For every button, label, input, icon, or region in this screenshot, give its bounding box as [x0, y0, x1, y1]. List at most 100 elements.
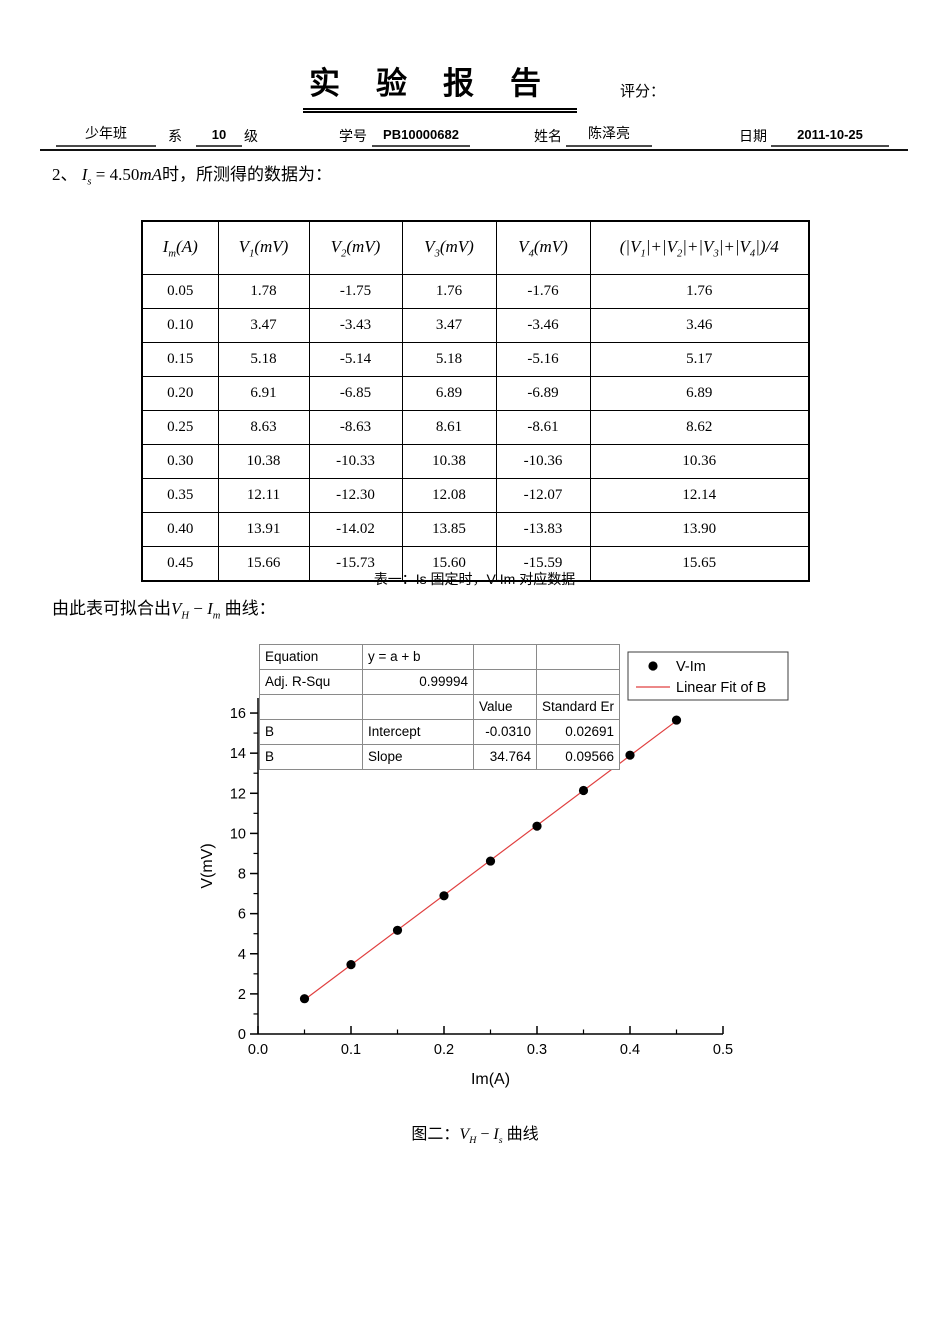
- table-cell: -8.61: [495, 410, 591, 445]
- math-part: m: [212, 610, 221, 622]
- table-row: 0.05 1.78 -1.75 1.76 -1.76 1.76: [141, 274, 810, 309]
- table-row: 0.15 5.18 -5.14 5.18 -5.16 5.17: [141, 342, 810, 377]
- table-cell: -10.33: [308, 444, 403, 479]
- y-tick-label: 14: [230, 746, 246, 762]
- math-part: V: [703, 236, 714, 256]
- legend-label-scatter: V-Im: [676, 659, 706, 675]
- table-cell: 6.91: [217, 376, 310, 411]
- math-part: I: [81, 165, 88, 184]
- inset-row: B Intercept -0.0310 0.02691: [259, 719, 621, 745]
- table-cell: 0.20: [141, 376, 219, 411]
- header-row: Im(A) V1(mV) V2(mV) V3(mV) V4(mV) (|V1|+…: [141, 220, 810, 275]
- class-field: 少年班: [56, 124, 156, 147]
- table-cell: 13.90: [589, 512, 810, 547]
- table-cell: -15.59: [495, 546, 591, 582]
- item-formula: Is = 4.50mA: [81, 165, 162, 187]
- student-id-field: PB10000682: [372, 124, 470, 147]
- vim-chart: 0.0 0.1 0.2 0.3 0.4 0.5 0 2 4 6 8 10 12 14 16 Im(A) V(mV…: [170, 634, 870, 1114]
- fit-stats-table: Equation y = a + b Adj. R-Squ 0.99994 Value S…: [259, 644, 621, 770]
- math-part: V: [666, 236, 677, 256]
- math-part: V: [238, 236, 250, 256]
- table-cell: 6.89: [589, 376, 810, 411]
- math-part: |+|: [645, 236, 667, 256]
- inset-cell: y = a + b: [362, 644, 474, 670]
- grade-field: 10: [196, 124, 242, 147]
- figure-caption: 图二：VH − Is 曲线: [0, 1120, 950, 1146]
- math-part: |+|: [718, 236, 740, 256]
- math-part: I: [162, 236, 169, 256]
- x-tick-label: 0.3: [527, 1042, 547, 1058]
- math-part: (mV): [346, 236, 381, 256]
- math-part: 4: [749, 248, 756, 260]
- measurement-table: Im(A) V1(mV) V2(mV) V3(mV) V4(mV) (|V1|+…: [141, 220, 810, 582]
- inset-cell: [473, 669, 537, 695]
- inset-cell: Adj. R-Squ: [259, 669, 363, 695]
- name-label: 姓名: [534, 130, 562, 145]
- data-point: [485, 856, 496, 866]
- math-part: V: [171, 599, 182, 618]
- y-tick-label: 6: [238, 907, 246, 923]
- table-cell: 5.18: [401, 342, 497, 377]
- table-cell: 10.38: [217, 444, 310, 479]
- data-point: [671, 715, 682, 725]
- math-part: −: [189, 599, 208, 618]
- col-header-im: Im(A): [141, 220, 219, 275]
- math-part: m: [168, 248, 177, 260]
- math-part: V: [739, 236, 750, 256]
- date-field: 2011-10-25: [771, 124, 889, 147]
- math-part: (mV): [439, 236, 474, 256]
- table-cell: 12.08: [401, 478, 497, 513]
- inset-cell: Standard Er: [535, 694, 621, 720]
- table-cell: -6.89: [495, 376, 591, 411]
- table-cell: 12.11: [217, 478, 310, 513]
- inset-cell: B: [259, 719, 363, 745]
- date-label: 日期: [739, 130, 767, 145]
- y-tick-label: 4: [238, 947, 246, 963]
- math-part: I: [493, 1126, 499, 1143]
- math-part: 3: [434, 248, 440, 260]
- table-row: 0.35 12.11 -12.30 12.08 -12.07 12.14: [141, 478, 810, 513]
- figure-caption-formula: VH − Is: [459, 1126, 502, 1146]
- chart-canvas: 0.0 0.1 0.2 0.3 0.4 0.5 0 2 4 6 8 10 12 14 16 Im(A) V(mV…: [199, 651, 789, 1088]
- table-cell: 3.47: [401, 308, 497, 343]
- inset-cell: [473, 644, 537, 670]
- table-cell: 0.30: [141, 444, 219, 479]
- math-part: (mV): [533, 236, 568, 256]
- data-point: [532, 821, 542, 831]
- dept-label: 系: [168, 130, 182, 145]
- math-part: (mV): [254, 236, 289, 256]
- math-part: 4: [528, 248, 534, 260]
- inset-cell: -0.0310: [473, 719, 537, 745]
- table-row: 0.20 6.91 -6.85 6.89 -6.89 6.89: [141, 376, 810, 411]
- info-row: 少年班 系 10 级 学号 PB10000682 姓名 陈泽亮 日期 2011-…: [0, 124, 950, 150]
- table-cell: 0.10: [141, 308, 219, 343]
- math-part: H: [181, 610, 189, 622]
- table-cell: 5.17: [589, 342, 810, 377]
- student-id-label: 学号: [339, 130, 367, 145]
- table-cell: -5.14: [308, 342, 403, 377]
- fit-intro-formula: VH − Im: [171, 599, 221, 622]
- table-cell: -14.02: [308, 512, 403, 547]
- x-tick-label: 0.4: [620, 1042, 640, 1058]
- table-cell: 13.91: [217, 512, 310, 547]
- y-tick-label: 8: [238, 867, 246, 883]
- table-cell: 0.15: [141, 342, 219, 377]
- math-part: (|: [619, 236, 631, 256]
- inset-cell: Intercept: [362, 719, 474, 745]
- table-cell: 0.40: [141, 512, 219, 547]
- math-part: 2: [341, 248, 347, 260]
- x-tick-label: 0.2: [434, 1042, 454, 1058]
- y-axis-title: V(mV): [199, 843, 216, 888]
- table-cell: 5.18: [217, 342, 310, 377]
- table-cell: 6.89: [401, 376, 497, 411]
- math-part: 1: [249, 248, 255, 260]
- legend-marker-scatter: [648, 661, 658, 671]
- table-cell: -10.36: [495, 444, 591, 479]
- table-cell: 10.36: [589, 444, 810, 479]
- table-cell: -8.63: [308, 410, 403, 445]
- figure-caption-suffix: 曲线: [506, 1126, 539, 1143]
- table-cell: 1.76: [401, 274, 497, 309]
- table-cell: 1.76: [589, 274, 810, 309]
- table-cell: 13.85: [401, 512, 497, 547]
